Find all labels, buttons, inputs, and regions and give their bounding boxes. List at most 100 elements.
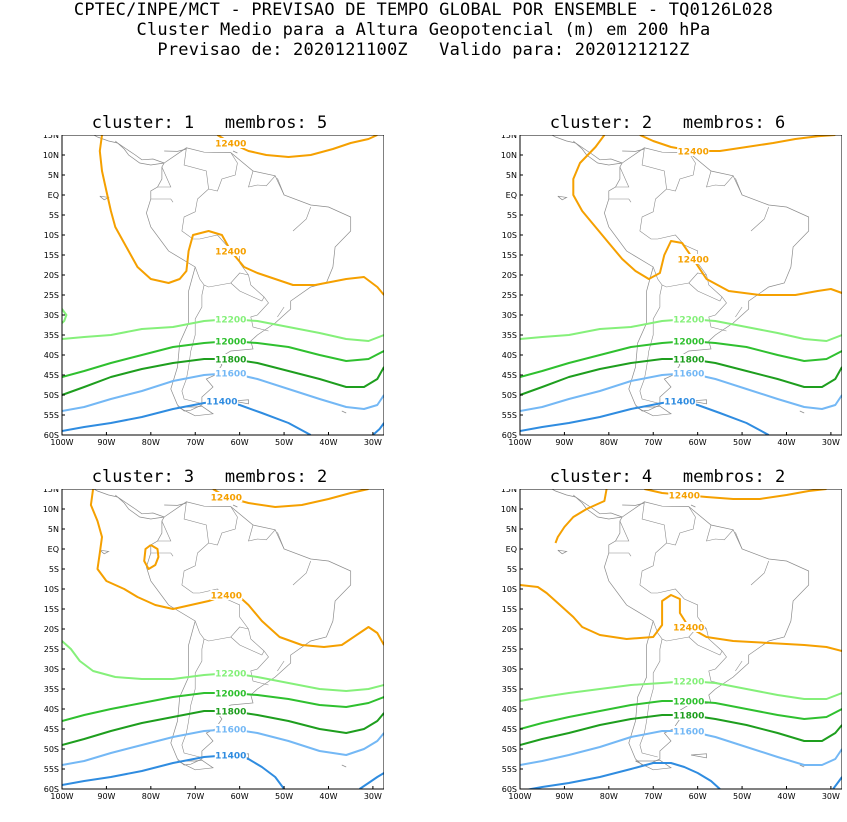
y-tick-label: 15S — [44, 605, 59, 614]
contour-line-12400 — [89, 489, 384, 648]
contour-label-bg — [672, 368, 705, 378]
country-border — [181, 147, 209, 240]
contour-label-bg — [677, 146, 710, 156]
coastline — [799, 410, 805, 414]
x-tick-label: 60W — [689, 792, 707, 801]
x-tick-label: 30W — [364, 792, 382, 801]
y-tick-label: 55S — [502, 765, 517, 774]
contour-line-11400 — [359, 772, 384, 789]
x-tick-label: 50W — [733, 438, 751, 447]
contour-label-bg — [210, 590, 243, 600]
country-border — [615, 166, 630, 188]
contour-label-bg — [672, 726, 705, 736]
y-tick-label: 60S — [502, 431, 517, 440]
map-plot: 12400 12400 12200 12000 11800 11600 11400 15N 10… — [43, 135, 384, 447]
country-border — [735, 178, 743, 196]
contour-label: 11400 — [664, 398, 695, 408]
country-border — [706, 170, 734, 188]
contour-line-12400 — [143, 544, 160, 570]
contour-label: 12200 — [215, 670, 246, 680]
coastline — [164, 502, 187, 506]
x-tick-label: 30W — [364, 438, 382, 447]
contour-line-11400 — [62, 400, 312, 435]
x-tick-label: 30W — [822, 792, 840, 801]
contour-label-bg — [214, 706, 247, 716]
country-border — [277, 178, 285, 196]
y-tick-label: 25S — [44, 291, 59, 300]
country-border — [666, 152, 696, 192]
y-tick-label: 10N — [43, 151, 59, 160]
contour-line-12400 — [98, 135, 384, 296]
contour-line-12400 — [554, 489, 608, 544]
contour-line-11400 — [62, 754, 285, 789]
y-tick-label: 10N — [501, 151, 517, 160]
coastline — [635, 405, 672, 417]
contour-label: 12400 — [673, 624, 704, 634]
y-tick-label: 20S — [44, 271, 59, 280]
x-tick-label: 90W — [97, 792, 115, 801]
plot-frame — [61, 489, 384, 790]
plot-frame — [519, 135, 842, 436]
map-panel-cluster-2: cluster: 2 membros: 6 12400 12400 12200 120… — [458, 113, 842, 468]
x-tick-label: 50W — [733, 792, 751, 801]
country-border — [277, 532, 285, 550]
country-border — [208, 506, 238, 546]
map-layer: 12400 12400 12200 12000 11800 11600 11400 — [520, 135, 842, 435]
coastline — [146, 501, 352, 766]
figure-title-line-2: Cluster Medio para a Altura Geopotencial… — [136, 20, 711, 40]
x-tick-label: 100W — [508, 792, 531, 801]
x-tick-label: 40W — [319, 792, 337, 801]
country-border — [277, 306, 285, 318]
country-border — [706, 524, 734, 542]
country-border — [750, 206, 769, 232]
x-tick-label: 100W — [508, 438, 531, 447]
contour-label-bg — [210, 492, 243, 502]
coastline — [635, 759, 672, 771]
contour-label-bg — [672, 676, 705, 686]
country-border — [615, 520, 630, 542]
coastline — [232, 150, 238, 154]
country-border — [657, 588, 727, 686]
contour-label: 12200 — [673, 678, 704, 688]
contour-line-12200 — [62, 308, 68, 324]
map-layer: 12400 12400 12200 12000 11800 11600 11400 — [62, 135, 384, 435]
y-tick-label: 20S — [502, 271, 517, 280]
country-border — [181, 501, 209, 594]
y-tick-label: 45S — [44, 371, 59, 380]
coastline — [232, 399, 249, 405]
x-tick-label: 70W — [644, 438, 662, 447]
y-tick-label: 5S — [49, 211, 59, 220]
y-tick-label: 25S — [502, 645, 517, 654]
contour-label: 12400 — [215, 140, 246, 150]
map-layer: 12400 12400 12200 12000 11800 11600 11400 — [62, 489, 384, 789]
contour-label: 11600 — [673, 370, 704, 380]
y-tick-label: 30S — [502, 311, 517, 320]
x-tick-label: 70W — [186, 438, 204, 447]
contour-label-bg — [214, 750, 247, 760]
y-tick-label: 25S — [44, 645, 59, 654]
panel-title: cluster: 1 membros: 5 — [91, 113, 328, 133]
country-border — [157, 166, 172, 188]
x-tick-label: 40W — [777, 438, 795, 447]
coastline — [115, 494, 165, 520]
coastline — [557, 195, 568, 201]
coastline — [551, 489, 623, 518]
y-tick-label: 40S — [502, 351, 517, 360]
coastline — [690, 753, 707, 759]
y-tick-label: 5S — [507, 211, 517, 220]
y-tick-label: 10S — [44, 585, 59, 594]
coastline — [573, 140, 623, 166]
y-tick-label: 15S — [502, 251, 517, 260]
figure-title-line-1: CPTEC/INPE/MCT - PREVISAO DE TEMPO GLOBA… — [73, 0, 774, 20]
contour-label: 12200 — [215, 316, 246, 326]
x-tick-label: 70W — [644, 792, 662, 801]
contour-label-bg — [214, 336, 247, 346]
country-border — [230, 636, 265, 656]
contour-label: 12400 — [211, 592, 242, 602]
contour-label-bg — [672, 622, 705, 632]
country-border — [639, 147, 667, 240]
contour-label-bg — [214, 688, 247, 698]
contour-label-bg — [672, 314, 705, 324]
contour-label: 11800 — [215, 356, 246, 366]
coastline — [93, 489, 165, 518]
